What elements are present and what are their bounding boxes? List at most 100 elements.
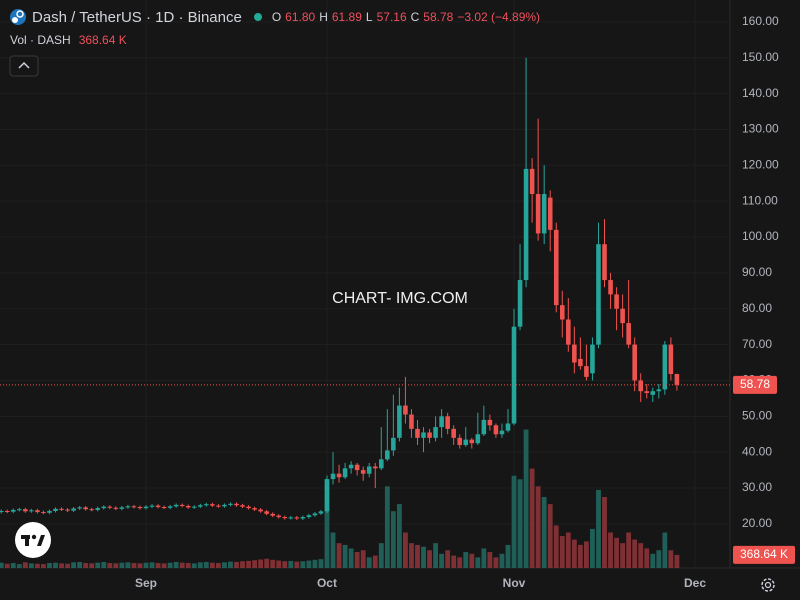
- ohlc-label: O: [271, 10, 282, 24]
- candle-body: [505, 423, 511, 431]
- volume-bar: [113, 563, 119, 568]
- candle-body: [650, 391, 656, 395]
- candle-body: [668, 344, 674, 375]
- y-tick-label: 120.00: [742, 157, 779, 171]
- volume-bar: [571, 539, 577, 568]
- volume-bar: [234, 561, 239, 568]
- candle-body: [511, 326, 517, 424]
- y-tick-label: 90.00: [742, 265, 772, 279]
- volume-bar: [0, 562, 4, 568]
- volume-bar: [276, 560, 282, 568]
- volume-bar: [469, 553, 475, 568]
- candle-body: [342, 468, 348, 478]
- candle-body: [590, 344, 595, 374]
- candle-body: [258, 509, 263, 512]
- candle-body: [602, 244, 607, 281]
- volume-bar: [662, 532, 668, 568]
- candle-body: [107, 506, 113, 508]
- candle-body: [264, 511, 269, 514]
- volume-bar: [215, 563, 221, 568]
- candle-body: [228, 503, 233, 505]
- ohlc-label: H: [319, 10, 328, 24]
- candle-body: [547, 197, 553, 230]
- volume-name: Vol · DASH: [10, 33, 71, 47]
- volume-bar: [481, 548, 487, 568]
- candle-body: [596, 244, 601, 345]
- ohlc-label: C: [410, 10, 420, 24]
- candle-body: [143, 506, 149, 509]
- y-tick-label: 40.00: [742, 444, 772, 458]
- volume-tag-label: 368.64 K: [740, 547, 788, 561]
- candle-body: [306, 515, 312, 518]
- candle-body: [348, 464, 354, 469]
- volume-bar: [596, 489, 601, 568]
- candle-body: [608, 280, 613, 295]
- volume-bar: [22, 562, 28, 568]
- volume-bar: [650, 553, 656, 568]
- volume-bar: [439, 553, 445, 568]
- volume-bar: [34, 563, 40, 568]
- x-tick-label: Sep: [135, 576, 157, 590]
- candle-body: [481, 419, 487, 435]
- candle-body: [566, 319, 571, 345]
- candle-body: [674, 374, 680, 385]
- volume-bar: [89, 563, 95, 568]
- volume-bar: [125, 562, 131, 568]
- volume-bar: [131, 563, 137, 568]
- ohlc-value: 57.16: [376, 10, 407, 24]
- volume-bar: [155, 563, 161, 568]
- candle-body: [0, 510, 4, 513]
- collapse-button[interactable]: [9, 55, 39, 77]
- candle-body: [101, 506, 107, 509]
- candle-body: [270, 513, 275, 516]
- volume-bar: [493, 557, 499, 568]
- candle-body: [288, 517, 294, 519]
- symbol-title: Dash / TetherUS · 1D · Binance: [32, 8, 242, 26]
- volume-bar: [228, 561, 233, 568]
- candle-body: [469, 439, 475, 444]
- y-tick-label: 160.00: [742, 14, 779, 28]
- x-tick-label: Oct: [317, 576, 337, 590]
- ohlc-value: 58.78: [423, 10, 454, 24]
- candle-body: [493, 425, 499, 435]
- candle-body: [529, 168, 535, 194]
- candle-body: [572, 344, 577, 363]
- candle-body: [155, 505, 161, 508]
- candle-body: [240, 505, 245, 507]
- volume-bar: [378, 543, 384, 568]
- candle-body: [300, 517, 306, 519]
- volume-bar: [541, 497, 547, 568]
- candle-body: [584, 366, 589, 377]
- volume-bar: [396, 504, 402, 568]
- volume-bar: [620, 543, 626, 568]
- volume-bar: [674, 554, 680, 568]
- candle-body: [173, 504, 179, 507]
- volume-bar: [312, 559, 318, 568]
- candle-body: [656, 389, 662, 392]
- candle-body: [89, 509, 94, 511]
- candle-body: [198, 505, 203, 507]
- candle-body: [113, 507, 119, 509]
- y-tick-label: 70.00: [742, 337, 772, 351]
- grid: [0, 0, 730, 568]
- y-tick-label: 30.00: [742, 480, 772, 494]
- volume-bar: [179, 562, 185, 568]
- volume-bar: [602, 497, 607, 568]
- last-price-tag: [733, 375, 777, 394]
- brand-logo[interactable]: [15, 522, 51, 558]
- candle-body: [35, 510, 40, 513]
- candle-body: [614, 294, 619, 309]
- volume-bar: [270, 559, 276, 568]
- candle-body: [517, 280, 523, 327]
- candle-body: [204, 504, 209, 506]
- last-price-label: 58.78: [740, 377, 770, 391]
- volume-bar: [360, 550, 366, 568]
- settings-button[interactable]: [761, 578, 775, 592]
- candle-body: [53, 508, 58, 511]
- volume-bar: [324, 479, 330, 568]
- volume-bar: [101, 561, 107, 568]
- candle-body: [125, 506, 131, 508]
- volume-bar: [390, 511, 396, 568]
